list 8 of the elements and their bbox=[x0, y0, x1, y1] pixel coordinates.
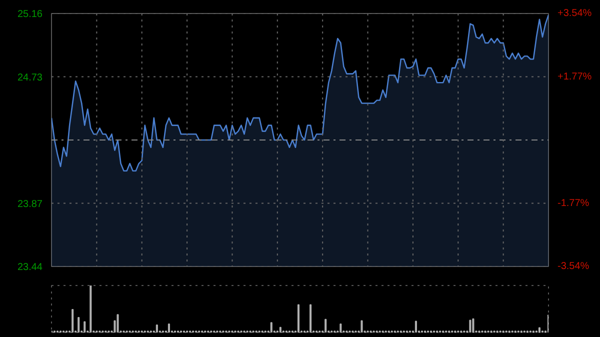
y2-tick-label: -1.77% bbox=[558, 198, 590, 209]
y-tick-label: 23.44 bbox=[17, 262, 43, 273]
y-tick-label: 24.73 bbox=[17, 72, 43, 84]
y-tick-label: 25.16 bbox=[17, 9, 43, 20]
y-tick-label: 23.87 bbox=[17, 198, 43, 210]
y2-tick-label: +1.77% bbox=[558, 71, 592, 82]
y2-tick-label: -3.54% bbox=[558, 261, 590, 272]
y2-tick-label: +3.54% bbox=[558, 8, 592, 19]
